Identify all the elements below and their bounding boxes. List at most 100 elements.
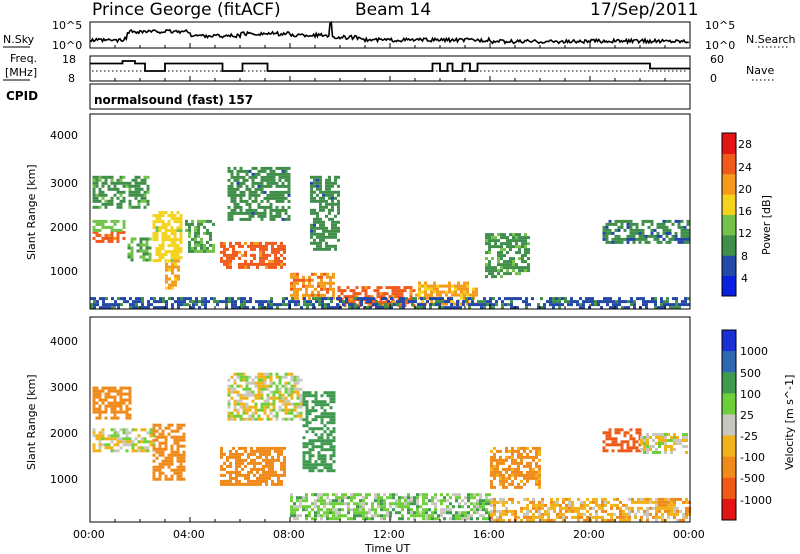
heatmap-cell: [107, 389, 111, 393]
heatmap-cell: [247, 479, 250, 483]
heatmap-cell: [485, 263, 488, 267]
heatmap-cell: [284, 399, 288, 403]
heatmap-cell: [253, 241, 256, 245]
heatmap-cell: [493, 467, 496, 471]
heatmap-cell: [349, 295, 353, 299]
heatmap-cell: [119, 181, 123, 185]
heatmap-cell: [583, 503, 586, 507]
heatmap-cell: [667, 500, 670, 504]
heatmap-cell: [649, 448, 652, 451]
heatmap-cell: [673, 509, 676, 513]
heatmap-cell: [98, 407, 102, 411]
heatmap-cell: [437, 499, 440, 503]
heatmap-cell: [256, 244, 259, 248]
heatmap-cell: [433, 287, 436, 291]
heatmap-cell: [223, 473, 226, 477]
heatmap-cell: [164, 211, 168, 215]
heatmap-cell: [296, 293, 299, 297]
heatmap-cell: [632, 446, 636, 450]
heatmap-cell: [535, 479, 538, 483]
heatmap-cell: [145, 240, 149, 244]
heatmap-cell: [275, 166, 279, 170]
heatmap-cell: [509, 272, 512, 276]
heatmap-cell: [92, 407, 96, 411]
heatmap-cell: [600, 306, 603, 310]
velocity-colorbar-swatch: [722, 372, 736, 394]
heatmap-cell: [272, 196, 276, 200]
heatmap-cell: [101, 401, 105, 405]
heatmap-cell: [322, 229, 325, 233]
heatmap-cell: [242, 387, 246, 391]
heatmap-cell: [341, 514, 344, 518]
heatmap-cell: [296, 499, 299, 503]
heatmap-cell: [174, 277, 177, 281]
heatmap-cell: [595, 500, 598, 504]
heatmap-cell: [128, 184, 132, 188]
heatmap-cell: [326, 439, 330, 443]
heatmap-cell: [577, 497, 580, 501]
heatmap-cell: [326, 412, 330, 416]
heatmap-cell: [134, 428, 138, 432]
heatmap-cell: [278, 211, 282, 215]
heatmap-cell: [228, 300, 231, 304]
heatmap-cell: [226, 265, 229, 269]
heatmap-cell: [131, 449, 135, 453]
heatmap-cell: [254, 199, 258, 203]
heatmap-cell: [269, 169, 273, 173]
heatmap-cell: [317, 457, 321, 461]
heatmap-cell: [449, 517, 452, 521]
heatmap-cell: [331, 193, 334, 197]
heatmap-cell: [470, 502, 473, 506]
heatmap-cell: [496, 473, 499, 477]
heatmap-cell: [250, 446, 253, 450]
heatmap-cell: [322, 205, 325, 209]
heatmap-cell: [281, 172, 285, 176]
heatmap-cell: [102, 303, 105, 307]
heatmap-cell: [329, 499, 332, 503]
heatmap-cell: [337, 175, 340, 179]
heatmap-cell: [269, 381, 273, 385]
heatmap-cell: [494, 275, 497, 279]
heatmap-cell: [275, 184, 279, 188]
heatmap-cell: [515, 245, 518, 249]
heatmap-cell: [311, 463, 315, 467]
heatmap-cell: [385, 286, 389, 290]
heatmap-cell: [367, 304, 371, 308]
heatmap-cell: [98, 446, 102, 450]
heatmap-cell: [485, 499, 488, 503]
heatmap-cell: [461, 499, 464, 503]
heatmap-cell: [387, 306, 390, 310]
heatmap-cell: [277, 455, 280, 459]
heatmap-cell: [173, 217, 177, 221]
heatmap-cell: [313, 175, 316, 179]
heatmap-cell: [432, 303, 435, 307]
heatmap-cell: [317, 469, 321, 473]
heatmap-cell: [299, 496, 302, 500]
heatmap-cell: [330, 306, 333, 310]
heatmap-cell: [116, 233, 120, 237]
heatmap-cell: [331, 184, 334, 188]
heatmap-cell: [165, 280, 168, 284]
heatmap-cell: [509, 242, 512, 246]
heatmap-cell: [591, 297, 594, 301]
heatmap-cell: [101, 202, 105, 206]
heatmap-cell: [344, 496, 347, 500]
heatmap-cell: [274, 265, 277, 269]
heatmap-cell: [532, 515, 535, 519]
heatmap-cell: [316, 187, 319, 191]
heatmap-cell: [328, 202, 331, 206]
heatmap-cell: [243, 303, 246, 307]
heatmap-cell: [122, 230, 126, 234]
heatmap-cell: [294, 300, 297, 304]
heatmap-cell: [122, 181, 126, 185]
heatmap-cell: [232, 455, 235, 459]
heatmap-cell: [272, 381, 276, 385]
heatmap-cell: [310, 196, 313, 200]
heatmap-cell: [155, 247, 159, 251]
heatmap-cell: [246, 306, 249, 310]
heatmap-cell: [110, 202, 114, 206]
heatmap-cell: [177, 259, 180, 263]
heatmap-cell: [137, 449, 141, 453]
heatmap-cell: [305, 421, 309, 425]
heatmap-cell: [104, 175, 108, 179]
